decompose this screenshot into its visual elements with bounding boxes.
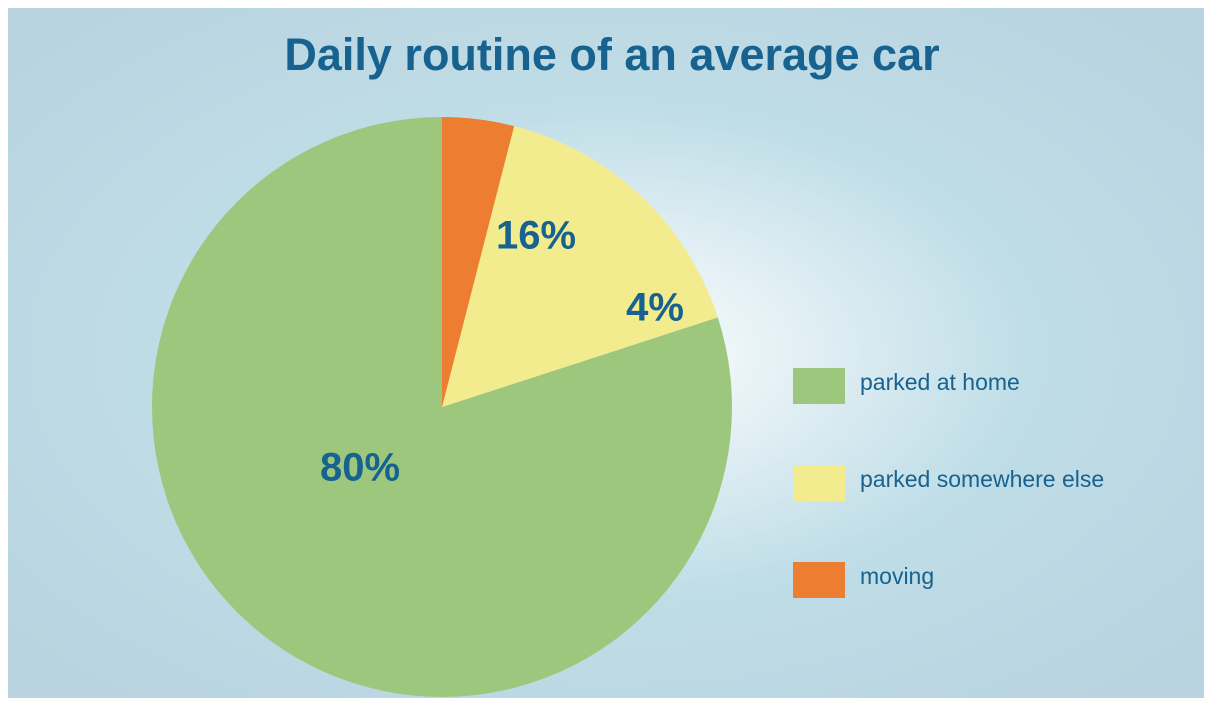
legend-swatch (793, 368, 845, 404)
value-label: 80% (320, 446, 400, 490)
legend-swatch (793, 465, 845, 501)
pie-slice (442, 126, 718, 407)
legend-label: parked somewhere else (860, 466, 1104, 492)
pie-slice (442, 117, 515, 407)
legend-swatch (793, 562, 845, 598)
legend-label: moving (860, 563, 934, 589)
pie-slice (152, 117, 733, 697)
chart-title: Daily routine of an average car (284, 29, 939, 80)
value-label: 16% (496, 214, 576, 258)
legend-label: parked at home (860, 369, 1020, 395)
value-label: 4% (626, 286, 684, 330)
